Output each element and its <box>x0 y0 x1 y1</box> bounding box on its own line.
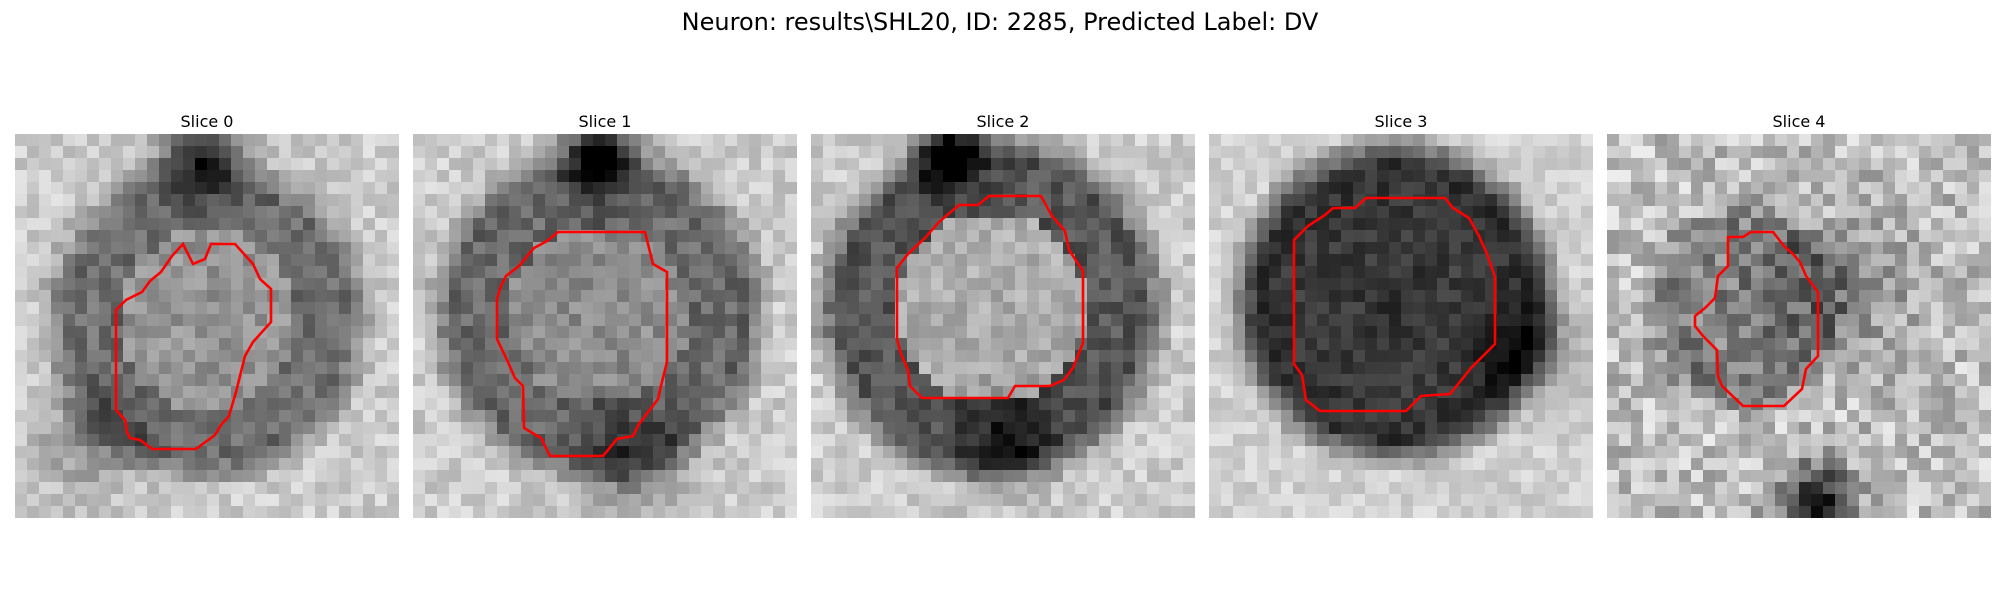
slice-title: Slice 0 <box>180 112 234 131</box>
slice-panel-0: Slice 0 <box>15 110 399 518</box>
slice-panel-2: Slice 2 <box>811 110 1195 518</box>
segmentation-outline <box>895 194 1085 400</box>
slice-title: Slice 1 <box>578 112 632 131</box>
slice-image <box>1607 134 1991 518</box>
figure-title: Neuron: results\SHL20, ID: 2285, Predict… <box>681 8 1319 36</box>
segmentation-outline <box>1292 196 1497 413</box>
slice-image <box>15 134 399 518</box>
slice-title: Slice 2 <box>976 112 1030 131</box>
slice-image <box>811 134 1195 518</box>
segmentation-outline <box>495 230 669 458</box>
segmentation-outline <box>1693 230 1820 408</box>
slice-title: Slice 4 <box>1772 112 1826 131</box>
slice-title: Slice 3 <box>1374 112 1428 131</box>
slice-panel-4: Slice 4 <box>1607 110 1991 518</box>
slice-panel-3: Slice 3 <box>1209 110 1593 518</box>
segmentation-outline <box>114 241 273 451</box>
slice-panel-1: Slice 1 <box>413 110 797 518</box>
